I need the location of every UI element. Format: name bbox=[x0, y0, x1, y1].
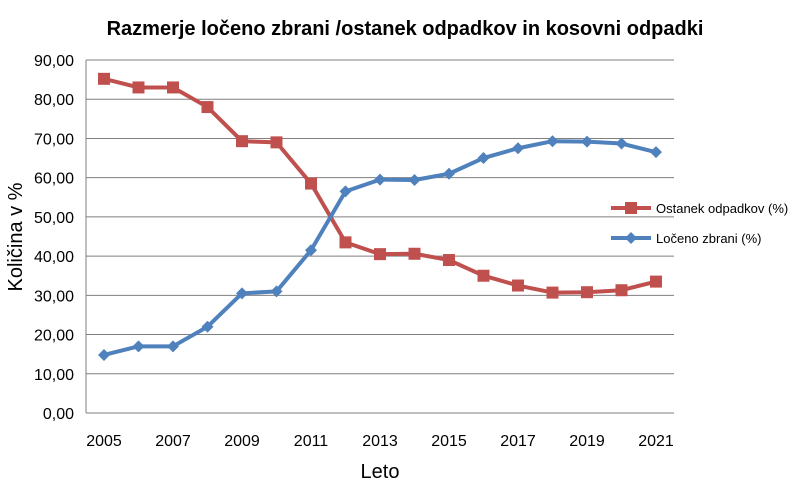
y-tick-label: 30,00 bbox=[34, 288, 74, 305]
data-point bbox=[132, 81, 145, 94]
y-tick-labels: 0,00 10,00 20,00 30,00 40,00 50,00 60,00 70,00 8… bbox=[34, 53, 74, 423]
data-point bbox=[374, 248, 386, 261]
data-point bbox=[581, 135, 593, 148]
data-point bbox=[546, 135, 559, 148]
data-point bbox=[270, 285, 283, 298]
data-point bbox=[201, 320, 214, 333]
data-point bbox=[374, 173, 386, 186]
x-tick-label: 2009 bbox=[224, 433, 260, 450]
x-tick-label: 2011 bbox=[294, 433, 329, 450]
data-point bbox=[512, 142, 524, 155]
data-point bbox=[201, 101, 214, 114]
data-point bbox=[98, 348, 110, 361]
legend-label-0: Ostanek odpadkov (%) bbox=[656, 201, 788, 216]
grid-lines bbox=[86, 59, 674, 414]
x-tick-label: 2021 bbox=[638, 433, 674, 450]
x-tick-label: 2015 bbox=[431, 433, 467, 450]
data-point bbox=[270, 136, 283, 149]
data-point bbox=[339, 236, 352, 249]
data-point bbox=[650, 275, 662, 288]
data-point bbox=[305, 244, 317, 257]
data-point bbox=[443, 254, 455, 267]
data-point bbox=[339, 185, 352, 198]
data-point bbox=[546, 286, 559, 299]
chart-title: Razmerje ločeno zbrani /ostanek odpadkov… bbox=[107, 18, 704, 40]
data-point bbox=[167, 340, 179, 353]
y-tick-label: 0,00 bbox=[43, 406, 74, 423]
y-tick-label: 50,00 bbox=[34, 210, 74, 227]
x-tick-label: 2013 bbox=[362, 433, 398, 450]
y-tick-label: 80,00 bbox=[34, 92, 74, 109]
x-tick-label: 2017 bbox=[500, 433, 536, 450]
data-point bbox=[305, 177, 317, 190]
x-tick-label: 2019 bbox=[569, 433, 605, 450]
y-tick-label: 40,00 bbox=[34, 249, 74, 266]
data-point bbox=[132, 340, 145, 353]
data-point bbox=[167, 81, 179, 94]
data-point bbox=[477, 269, 490, 282]
data-point bbox=[443, 167, 455, 180]
y-tick-label: 70,00 bbox=[34, 131, 74, 148]
y-axis-title: Količina v % bbox=[5, 182, 27, 291]
data-point bbox=[236, 135, 248, 148]
series-markers bbox=[98, 72, 662, 361]
y-tick-label: 10,00 bbox=[34, 367, 74, 384]
x-tick-label: 2005 bbox=[86, 433, 122, 450]
y-tick-label: 60,00 bbox=[34, 171, 74, 188]
legend-marker-0 bbox=[625, 202, 637, 214]
data-point bbox=[650, 146, 662, 159]
x-axis-title: Leto bbox=[361, 461, 400, 483]
data-point bbox=[98, 72, 110, 85]
data-point bbox=[408, 247, 421, 260]
x-tick-label: 2007 bbox=[155, 433, 191, 450]
data-point bbox=[615, 284, 628, 297]
data-point bbox=[581, 286, 593, 299]
series-line-0 bbox=[102, 76, 658, 295]
data-point bbox=[236, 287, 248, 300]
data-point bbox=[615, 137, 628, 150]
series-line-1 bbox=[102, 139, 658, 357]
legend-label-1: Ločeno zbrani (%) bbox=[656, 231, 762, 246]
legend: Ostanek odpadkov (%) Ločeno zbrani (%) bbox=[611, 201, 788, 246]
legend-marker-1 bbox=[625, 232, 637, 244]
x-tick-labels: 2005 2007 2009 2011 2013 2015 2017 2019 2021 bbox=[86, 433, 674, 450]
data-point bbox=[477, 152, 490, 165]
data-point bbox=[408, 174, 421, 187]
data-point bbox=[512, 279, 524, 292]
y-tick-label: 90,00 bbox=[34, 53, 74, 70]
y-tick-label: 20,00 bbox=[34, 328, 74, 345]
